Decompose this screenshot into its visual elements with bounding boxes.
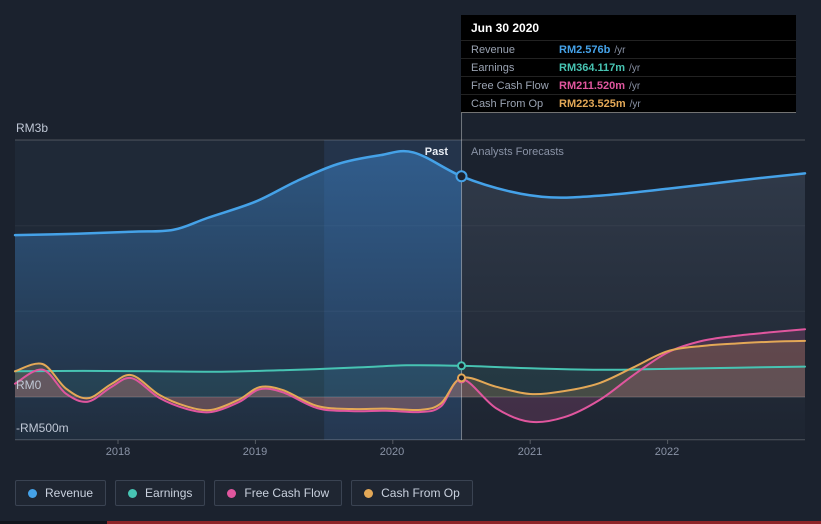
tooltip-unit: /yr: [629, 99, 641, 110]
tooltip-row-revenue: Revenue RM2.576b /yr: [461, 40, 796, 58]
y-axis-tick-3b: RM3b: [16, 121, 49, 135]
earnings-series-dot: [128, 488, 138, 498]
tooltip-label: Earnings: [471, 62, 515, 74]
tooltip-unit: /yr: [629, 81, 641, 92]
cash-from-op-series-dot: [364, 488, 374, 498]
cash-from-op-area: [15, 340, 805, 411]
tooltip-value: RM223.525m: [559, 98, 626, 110]
tooltip-value: RM211.520m: [559, 80, 626, 92]
tooltip-value: RM2.576b: [559, 44, 611, 56]
tooltip-row-cash-from-op: Cash From Op RM223.525m /yr: [461, 94, 796, 112]
x-axis-tick-2021: 2021: [517, 446, 543, 458]
earnings-area: [15, 365, 805, 397]
revenue-area-forecast: [461, 173, 805, 440]
tooltip-label: Free Cash Flow: [471, 80, 549, 92]
tooltip-date: Jun 30 2020: [471, 21, 540, 35]
tooltip-label: Revenue: [471, 44, 516, 56]
x-axis-tick-2020: 2020: [379, 446, 405, 458]
legend-label-free-cash-flow: Free Cash Flow: [244, 486, 330, 500]
tooltip-value: RM364.117m: [559, 62, 626, 74]
legend-label-revenue: Revenue: [45, 486, 94, 500]
earnings-marker: [457, 361, 466, 371]
x-axis-tick-2018: 2018: [105, 446, 131, 458]
chart-legend: Revenue Earnings Free Cash Flow Cash Fro…: [15, 480, 473, 506]
revenue-series-dot: [28, 488, 37, 498]
legend-label-earnings: Earnings: [145, 486, 193, 500]
revenue-marker: [455, 170, 468, 183]
earnings-line: [14, 364, 806, 373]
free-cash-flow-series-dot: [227, 488, 237, 498]
tooltip-label: Cash From Op: [471, 98, 544, 110]
free-cash-flow-area: [15, 329, 805, 423]
legend-item-revenue[interactable]: Revenue: [15, 480, 107, 506]
past-section-label: Past: [424, 146, 448, 158]
tooltip-row-free-cash-flow: Free Cash Flow RM211.520m /yr: [461, 76, 796, 94]
legend-item-free-cash-flow[interactable]: Free Cash Flow: [214, 480, 343, 506]
video-progress-fill: [107, 521, 821, 524]
analysts-forecasts-section-label: Analysts Forecasts: [471, 146, 564, 158]
tooltip-row-earnings: Earnings RM364.117m /yr: [461, 58, 796, 76]
x-axis-tick-2022: 2022: [654, 446, 680, 458]
cash-from-op-line: [14, 339, 806, 412]
tooltip-unit: /yr: [629, 63, 641, 74]
revenue-line: [13, 149, 807, 237]
legend-label-cash-from-op: Cash From Op: [381, 486, 460, 500]
x-axis-tick-2019: 2019: [242, 446, 268, 458]
video-progress-bar[interactable]: [0, 521, 821, 524]
legend-item-cash-from-op[interactable]: Cash From Op: [351, 480, 473, 506]
cash-from-op-marker: [457, 373, 466, 383]
y-axis-tick-neg500m: -RM500m: [16, 421, 69, 435]
tooltip-unit: /yr: [614, 45, 626, 56]
free-cash-flow-line: [14, 328, 806, 424]
chart-tooltip: Jun 30 2020 Revenue RM2.576b /yr Earning…: [461, 15, 796, 113]
y-axis-tick-0: RM0: [16, 378, 42, 392]
legend-item-earnings[interactable]: Earnings: [115, 480, 206, 506]
